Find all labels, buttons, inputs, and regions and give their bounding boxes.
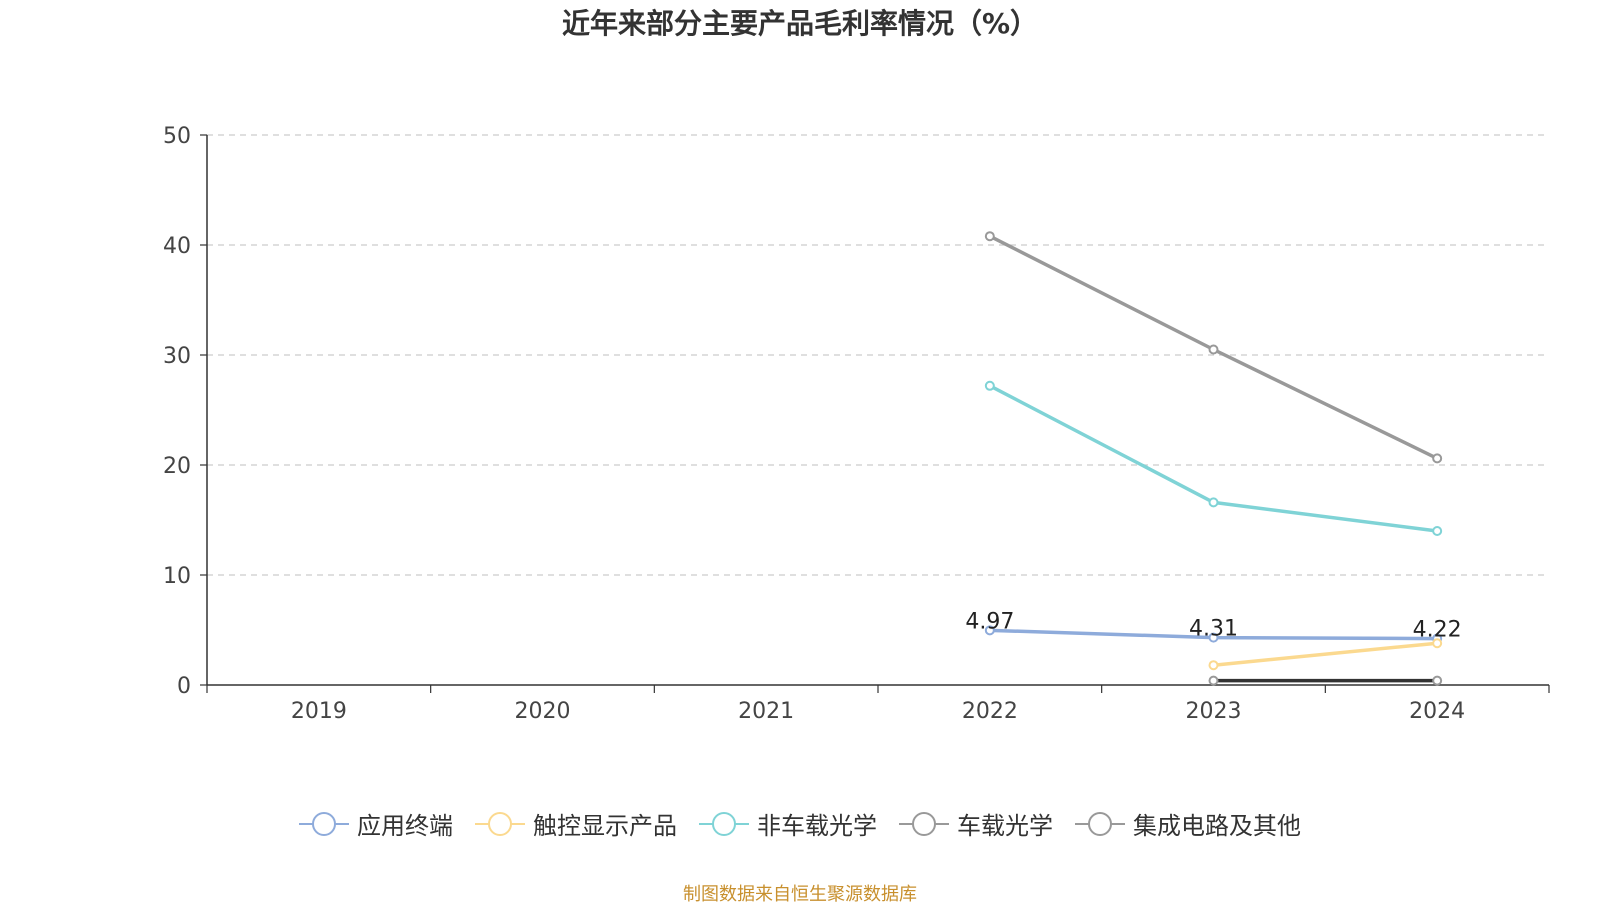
legend-item[interactable]: 非车载光学 (699, 806, 877, 841)
data-label: 4.31 (1189, 617, 1238, 642)
y-tick-label: 20 (163, 454, 191, 479)
legend-label: 非车载光学 (757, 812, 877, 840)
legend-label: 应用终端 (357, 812, 453, 840)
legend-label: 触控显示产品 (533, 812, 677, 840)
chart-legend: 应用终端 触控显示产品 非车载光学 车载光学 集成电路及其他 (0, 806, 1600, 841)
x-tick-label: 2020 (515, 699, 571, 724)
series-point-3 (1208, 344, 1219, 355)
legend-label: 集成电路及其他 (1133, 812, 1301, 840)
y-tick-label: 30 (163, 344, 191, 369)
series-point-4 (1208, 675, 1219, 686)
x-tick-label: 2024 (1409, 699, 1465, 724)
series-point-4 (1432, 675, 1443, 686)
y-tick-label: 0 (177, 674, 191, 699)
series-point-2 (1432, 526, 1443, 536)
series-line-2 (988, 384, 1439, 533)
series-point-2 (984, 380, 995, 391)
x-tick-label: 2022 (962, 699, 1018, 724)
series-point-3 (1432, 453, 1443, 464)
source-note: 制图数据来自恒生聚源数据库 (683, 884, 917, 905)
legend-item[interactable]: 触控显示产品 (475, 806, 677, 841)
series-point-0 (1208, 632, 1219, 643)
x-tick-label: 2021 (738, 699, 794, 724)
data-label: 4.97 (965, 609, 1014, 634)
x-tick-label: 2019 (291, 699, 347, 724)
chart-title: 近年来部分主要产品毛利率情况（%） (561, 7, 1039, 40)
legend-line-circle-icon (699, 811, 749, 836)
x-tick-label: 2023 (1186, 699, 1242, 724)
y-tick-label: 40 (163, 234, 191, 259)
legend-label: 车载光学 (957, 812, 1053, 840)
legend-item[interactable]: 应用终端 (299, 806, 453, 841)
legend-line-circle-icon (475, 811, 525, 836)
legend-item[interactable]: 车载光学 (899, 806, 1053, 841)
series-point-3 (984, 231, 995, 242)
series-point-1 (1432, 638, 1443, 649)
legend-item[interactable]: 集成电路及其他 (1075, 806, 1301, 841)
y-tick-label: 50 (163, 124, 191, 149)
series-point-2 (1208, 497, 1219, 508)
y-tick-label: 10 (163, 564, 191, 589)
legend-line-circle-icon (299, 811, 349, 836)
data-label: 4.22 (1413, 618, 1462, 643)
series-line-1 (1211, 641, 1439, 667)
series-point-1 (1208, 660, 1219, 671)
series-point-0 (984, 625, 995, 636)
legend-line-circle-icon (899, 811, 949, 836)
legend-line-circle-icon (1075, 811, 1125, 836)
